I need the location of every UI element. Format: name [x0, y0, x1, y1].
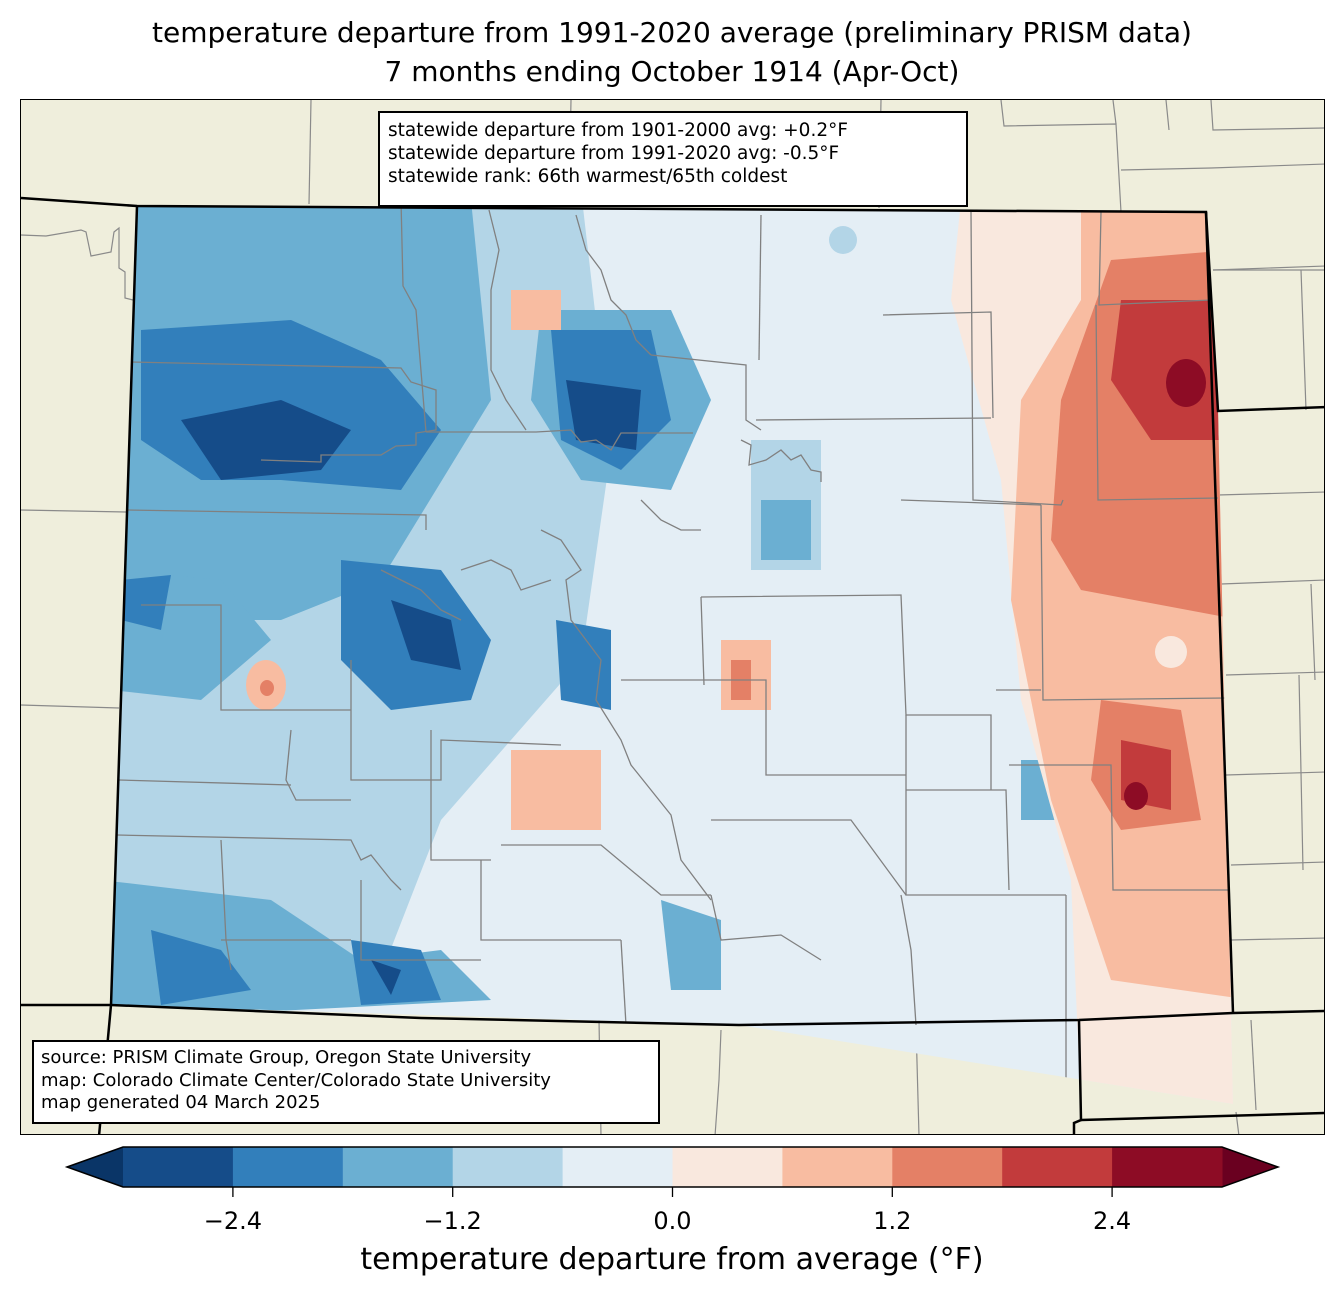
credits-box: source: PRISM Climate Group, Oregon Stat…: [32, 1040, 660, 1124]
colorbar-segment: [1002, 1147, 1113, 1187]
map-subtitle: 7 months ending October 1914 (Apr-Oct): [384, 55, 960, 88]
colorbar-outline: [64, 1146, 1281, 1188]
neighbor-county-lines: [21, 100, 1324, 1134]
colorbar-tick-label: 2.4: [1093, 1207, 1131, 1235]
colorbar-segment: [562, 1147, 673, 1187]
colorbar-segment: [342, 1147, 454, 1187]
colorbar-over-arrow: [1222, 1147, 1278, 1187]
statewide-stats-box: statewide departure from 1901-2000 avg: …: [378, 111, 968, 207]
colorbar-segment: [672, 1147, 783, 1187]
temperature-field: [111, 206, 1233, 1104]
colorbar-segment: [782, 1147, 893, 1187]
credit-generated-date: map generated 04 March 2025: [41, 1092, 321, 1113]
colorbar: −2.4 −1.2 0.0 1.2 2.4 temperature departure …: [0, 1140, 1344, 1299]
colorbar-segment: [232, 1147, 344, 1187]
colorbar-segment: [1112, 1147, 1223, 1187]
colorbar-tick-label: 0.0: [653, 1207, 691, 1235]
colorado-county-lines: [116, 206, 1231, 1104]
map-panel: statewide departure from 1901-2000 avg: …: [20, 99, 1325, 1135]
credit-map: map: Colorado Climate Center/Colorado St…: [41, 1069, 551, 1091]
colorado-temperature-map: [21, 100, 1324, 1134]
map-title: temperature departure from 1991-2020 ave…: [152, 16, 1192, 49]
colorbar-under-arrow: [67, 1147, 123, 1187]
colorbar-tick-label: −2.4: [204, 1207, 262, 1235]
colorbar-label: temperature departure from average (°F): [360, 1242, 984, 1277]
stats-rank: statewide rank: 66th warmest/65th coldes…: [388, 166, 788, 187]
credit-source: source: PRISM Climate Group, Oregon Stat…: [41, 1047, 532, 1068]
colorbar-segment: [452, 1147, 564, 1187]
stats-departure-1991-2020: statewide departure from 1991-2020 avg: …: [388, 143, 840, 164]
colorbar-segment: [123, 1147, 234, 1187]
colorbar-graphic: −2.4 −1.2 0.0 1.2 2.4: [64, 1146, 1281, 1235]
colorbar-tick-label: 1.2: [873, 1207, 911, 1235]
state-borders: [21, 196, 1324, 1134]
colorbar-segment: [892, 1147, 1003, 1187]
stats-departure-1901-2000: statewide departure from 1901-2000 avg: …: [388, 120, 848, 141]
colorbar-tick-label: −1.2: [424, 1207, 482, 1235]
